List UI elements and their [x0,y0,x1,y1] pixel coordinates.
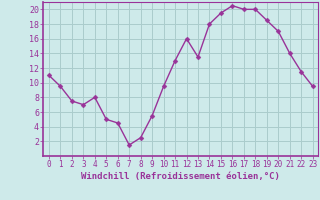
X-axis label: Windchill (Refroidissement éolien,°C): Windchill (Refroidissement éolien,°C) [81,172,280,181]
